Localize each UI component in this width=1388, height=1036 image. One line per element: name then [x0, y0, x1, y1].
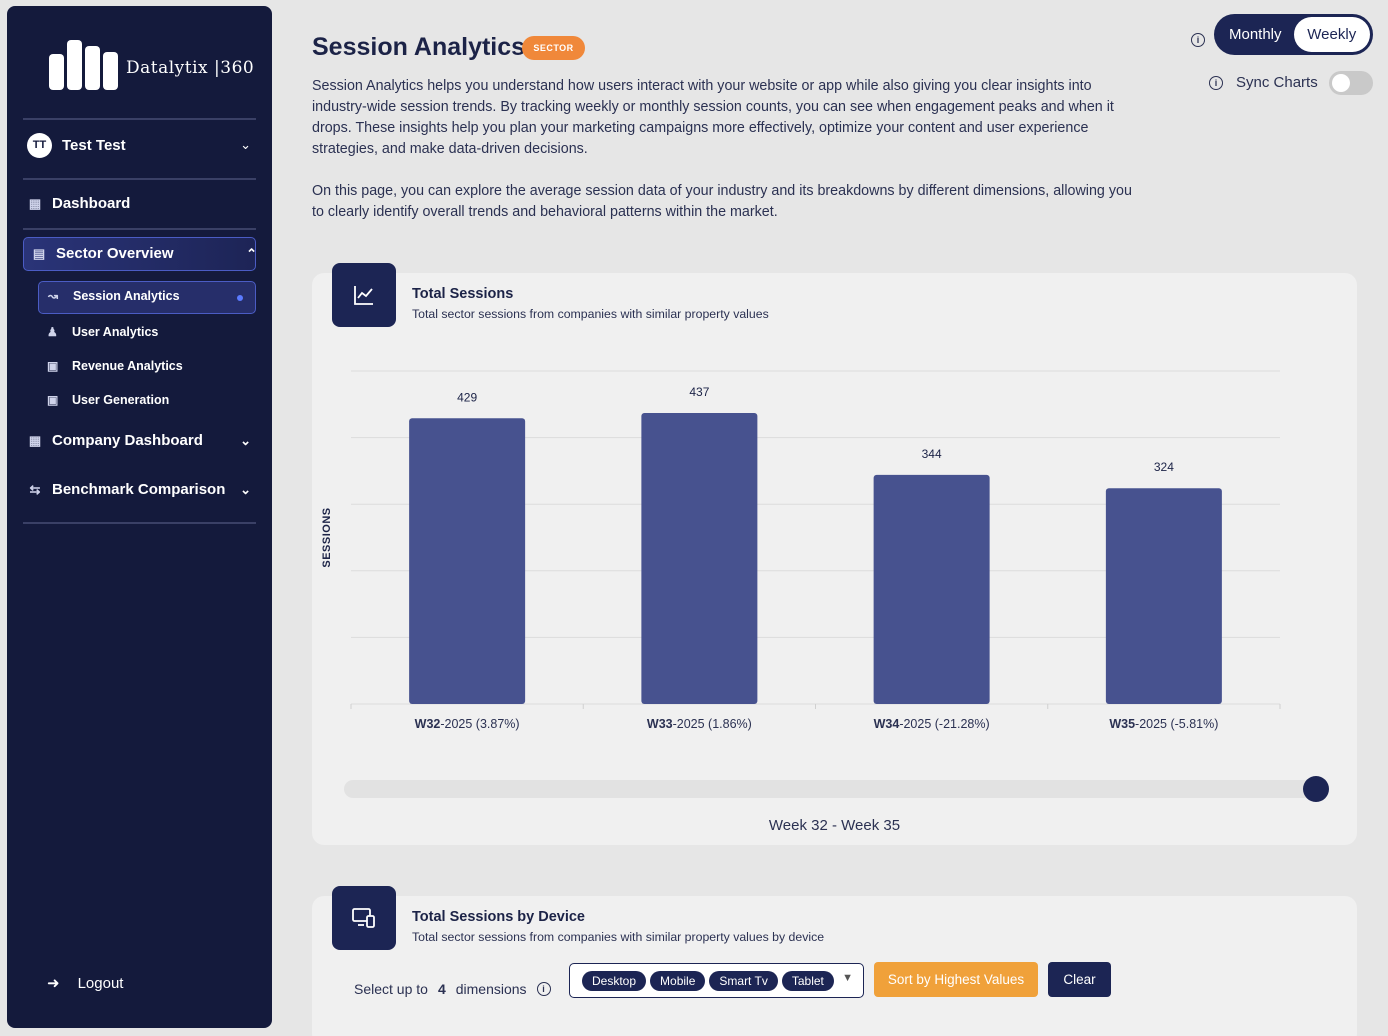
dropdown-arrow-icon[interactable]: ▼: [842, 972, 853, 984]
sync-charts-switch[interactable]: [1329, 71, 1373, 95]
sector-badge: SECTOR: [522, 36, 585, 60]
logout-icon: ➜: [47, 975, 60, 992]
chip-desktop[interactable]: Desktop: [582, 970, 647, 991]
app-logo[interactable]: Datalytix |360: [49, 40, 254, 90]
sidebar-item-sector-overview[interactable]: ▤ Sector Overview ⌃: [31, 245, 261, 262]
x-tick-label: W34-2025 (-21.28%): [874, 717, 990, 731]
bar: [873, 474, 990, 704]
weekly-toggle-button[interactable]: Weekly: [1293, 17, 1370, 52]
user-name: Test Test: [62, 136, 126, 154]
chevron-down-icon: ⌄: [240, 137, 251, 152]
info-icon[interactable]: i: [1191, 33, 1205, 47]
line-chart-icon: ↝: [48, 289, 59, 303]
line-chart-icon: [332, 263, 396, 327]
sidebar-subitem-revenue-analytics[interactable]: ▣ Revenue Analytics: [47, 359, 183, 373]
sidebar-item-sector-overview-bg: [23, 237, 256, 271]
sidebar-item-label: Dashboard: [52, 195, 131, 212]
page-description: Session Analytics helps you understand h…: [312, 76, 1142, 223]
sub-item-active-bg: [38, 281, 256, 314]
logout-button[interactable]: ➜ Logout: [47, 974, 124, 993]
sidebar-subitem-label: Revenue Analytics: [72, 359, 183, 373]
sidebar-item-label: Sector Overview: [56, 245, 174, 262]
sidebar-subitem-user-generation[interactable]: ▣ User Generation: [47, 393, 169, 407]
sidebar-item-dashboard[interactable]: ▦ Dashboard: [27, 195, 257, 212]
compare-icon: ⇆: [29, 481, 41, 497]
chevron-down-icon: ⌄: [240, 481, 251, 497]
sidebar-subitem-session-analytics[interactable]: ↝ Session Analytics: [48, 289, 180, 303]
period-toggle: Monthly Weekly: [1214, 14, 1373, 55]
x-tick-label: W35-2025 (-5.81%): [1109, 717, 1218, 731]
x-tick-label: W32-2025 (3.87%): [415, 717, 520, 731]
monthly-toggle-button[interactable]: Monthly: [1228, 26, 1282, 43]
logout-label: Logout: [77, 974, 124, 992]
dimension-limit-label: Select up to 4 dimensions i: [354, 981, 551, 997]
range-slider-track[interactable]: [344, 780, 1316, 798]
page-title: Session Analytics: [312, 33, 526, 61]
chip-mobile[interactable]: Mobile: [650, 970, 706, 991]
logo-text: Datalytix |360: [126, 58, 255, 78]
sidebar: Datalytix |360 TT Test Test ⌄ ▦ Dashboar…: [7, 6, 272, 1028]
sidebar-subitem-label: User Analytics: [72, 325, 159, 339]
divider: [23, 118, 256, 120]
select-prefix: Select up to: [354, 981, 428, 997]
dimension-select[interactable]: Desktop Mobile Smart Tv Tablet ▼: [569, 963, 864, 998]
chevron-down-icon: ⌄: [240, 432, 251, 448]
card-title: Total Sessions: [412, 286, 514, 302]
description-paragraph: On this page, you can explore the averag…: [312, 183, 1132, 220]
x-tick-label: W33-2025 (1.86%): [647, 717, 752, 731]
users-icon: ♟: [47, 325, 58, 339]
chip-smart-tv[interactable]: Smart Tv: [709, 970, 778, 991]
select-suffix: dimensions: [455, 981, 527, 997]
avatar: TT: [27, 132, 52, 158]
sync-charts-label: Sync Charts: [1236, 74, 1318, 91]
bar: [409, 418, 526, 704]
info-icon[interactable]: i: [1209, 76, 1223, 90]
active-dot: [237, 295, 243, 301]
info-icon[interactable]: i: [536, 982, 551, 996]
sidebar-item-benchmark-comparison[interactable]: ⇆ Benchmark Comparison ⌄: [27, 481, 257, 498]
sidebar-subitem-label: Session Analytics: [73, 289, 180, 303]
description-paragraph: Session Analytics helps you understand h…: [312, 78, 1114, 157]
sort-by-highest-button[interactable]: Sort by Highest Values: [874, 962, 1038, 997]
range-slider-thumb[interactable]: [1303, 776, 1329, 802]
bar-value-label: 437: [689, 385, 709, 399]
chip-tablet[interactable]: Tablet: [781, 970, 834, 991]
card-title: Total Sessions by Device: [412, 909, 585, 925]
select-count: 4: [437, 981, 446, 997]
y-axis-label: SESSIONS: [321, 507, 333, 567]
chevron-up-icon: ⌃: [246, 245, 257, 261]
sidebar-item-label: Benchmark Comparison: [52, 481, 226, 498]
card-subtitle: Total sector sessions from companies wit…: [412, 307, 769, 321]
report-icon: ▤: [32, 245, 46, 261]
sessions-by-device-card: Total Sessions by Device Total sector se…: [312, 886, 1357, 1036]
devices-icon: [332, 886, 396, 950]
sidebar-subitem-label: User Generation: [72, 393, 170, 407]
user-menu[interactable]: TT Test Test ⌄: [27, 132, 257, 158]
total-sessions-card: Total Sessions Total sector sessions fro…: [312, 263, 1357, 845]
building-icon: ▦: [28, 432, 42, 448]
bar: [1105, 488, 1222, 704]
clear-button[interactable]: Clear: [1048, 962, 1111, 997]
bar-value-label: 324: [1154, 460, 1174, 474]
card-subtitle: Total sector sessions from companies wit…: [412, 930, 825, 944]
divider: [23, 522, 256, 524]
bar-value-label: 429: [457, 390, 477, 404]
sidebar-item-label: Company Dashboard: [52, 432, 203, 449]
sidebar-subitem-user-analytics[interactable]: ♟ User Analytics: [47, 325, 158, 339]
total-sessions-chart: SESSIONS 429 W32-2025 (3.87%) 437 W33-2025 (…: [321, 370, 1281, 731]
wallet-icon: ▣: [47, 359, 59, 373]
grid-icon: ▦: [28, 195, 42, 211]
divider: [23, 228, 256, 230]
bar-value-label: 344: [922, 447, 942, 461]
range-label: Week 32 - Week 35: [768, 817, 901, 834]
sidebar-item-company-dashboard[interactable]: ▦ Company Dashboard ⌄: [27, 432, 257, 449]
wallet-icon: ▣: [47, 393, 59, 407]
logo-bars-icon: [49, 40, 118, 90]
divider: [23, 178, 256, 180]
bar: [641, 412, 758, 704]
